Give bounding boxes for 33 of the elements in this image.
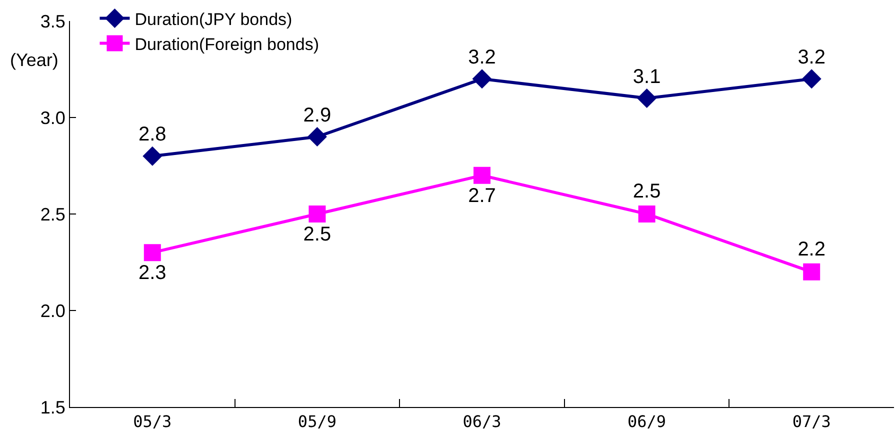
legend-label: Duration(Foreign bonds) <box>134 34 319 54</box>
data-label: 3.2 <box>468 46 496 69</box>
y-tick-label: 3.5 <box>40 11 66 32</box>
x-tick-label: 07/3 <box>792 412 831 432</box>
data-label: 2.3 <box>138 262 166 284</box>
x-tick-label: 05/9 <box>298 412 336 432</box>
data-label: 2.7 <box>468 185 496 208</box>
y-tick-label: 3.0 <box>40 108 66 128</box>
data-label: 2.5 <box>303 224 332 246</box>
point <box>637 88 657 108</box>
point <box>472 69 492 89</box>
y-tick-label: 1.5 <box>40 397 66 418</box>
point <box>142 146 162 166</box>
data-label: 2.2 <box>798 238 826 260</box>
y-tick-label: 2.5 <box>40 204 66 224</box>
point <box>638 206 656 222</box>
data-label: 2.8 <box>138 124 166 146</box>
y-axis-title: (Year) <box>10 50 58 70</box>
data-label: 3.1 <box>632 66 661 88</box>
data-label: 2.5 <box>632 180 661 202</box>
point <box>803 263 820 280</box>
x-tick-label: 05/3 <box>133 412 172 432</box>
point <box>474 166 490 184</box>
point <box>802 69 822 89</box>
x-tick-label: 06/3 <box>462 412 502 432</box>
point <box>144 244 161 262</box>
point <box>308 206 326 222</box>
point <box>307 127 327 147</box>
data-label: 3.2 <box>798 46 826 69</box>
y-tick-label: 2.0 <box>40 300 66 321</box>
data-label: 2.9 <box>303 104 332 126</box>
legend-label: Duration(JPY bonds) <box>134 10 292 29</box>
x-tick-label: 06/9 <box>628 412 666 432</box>
